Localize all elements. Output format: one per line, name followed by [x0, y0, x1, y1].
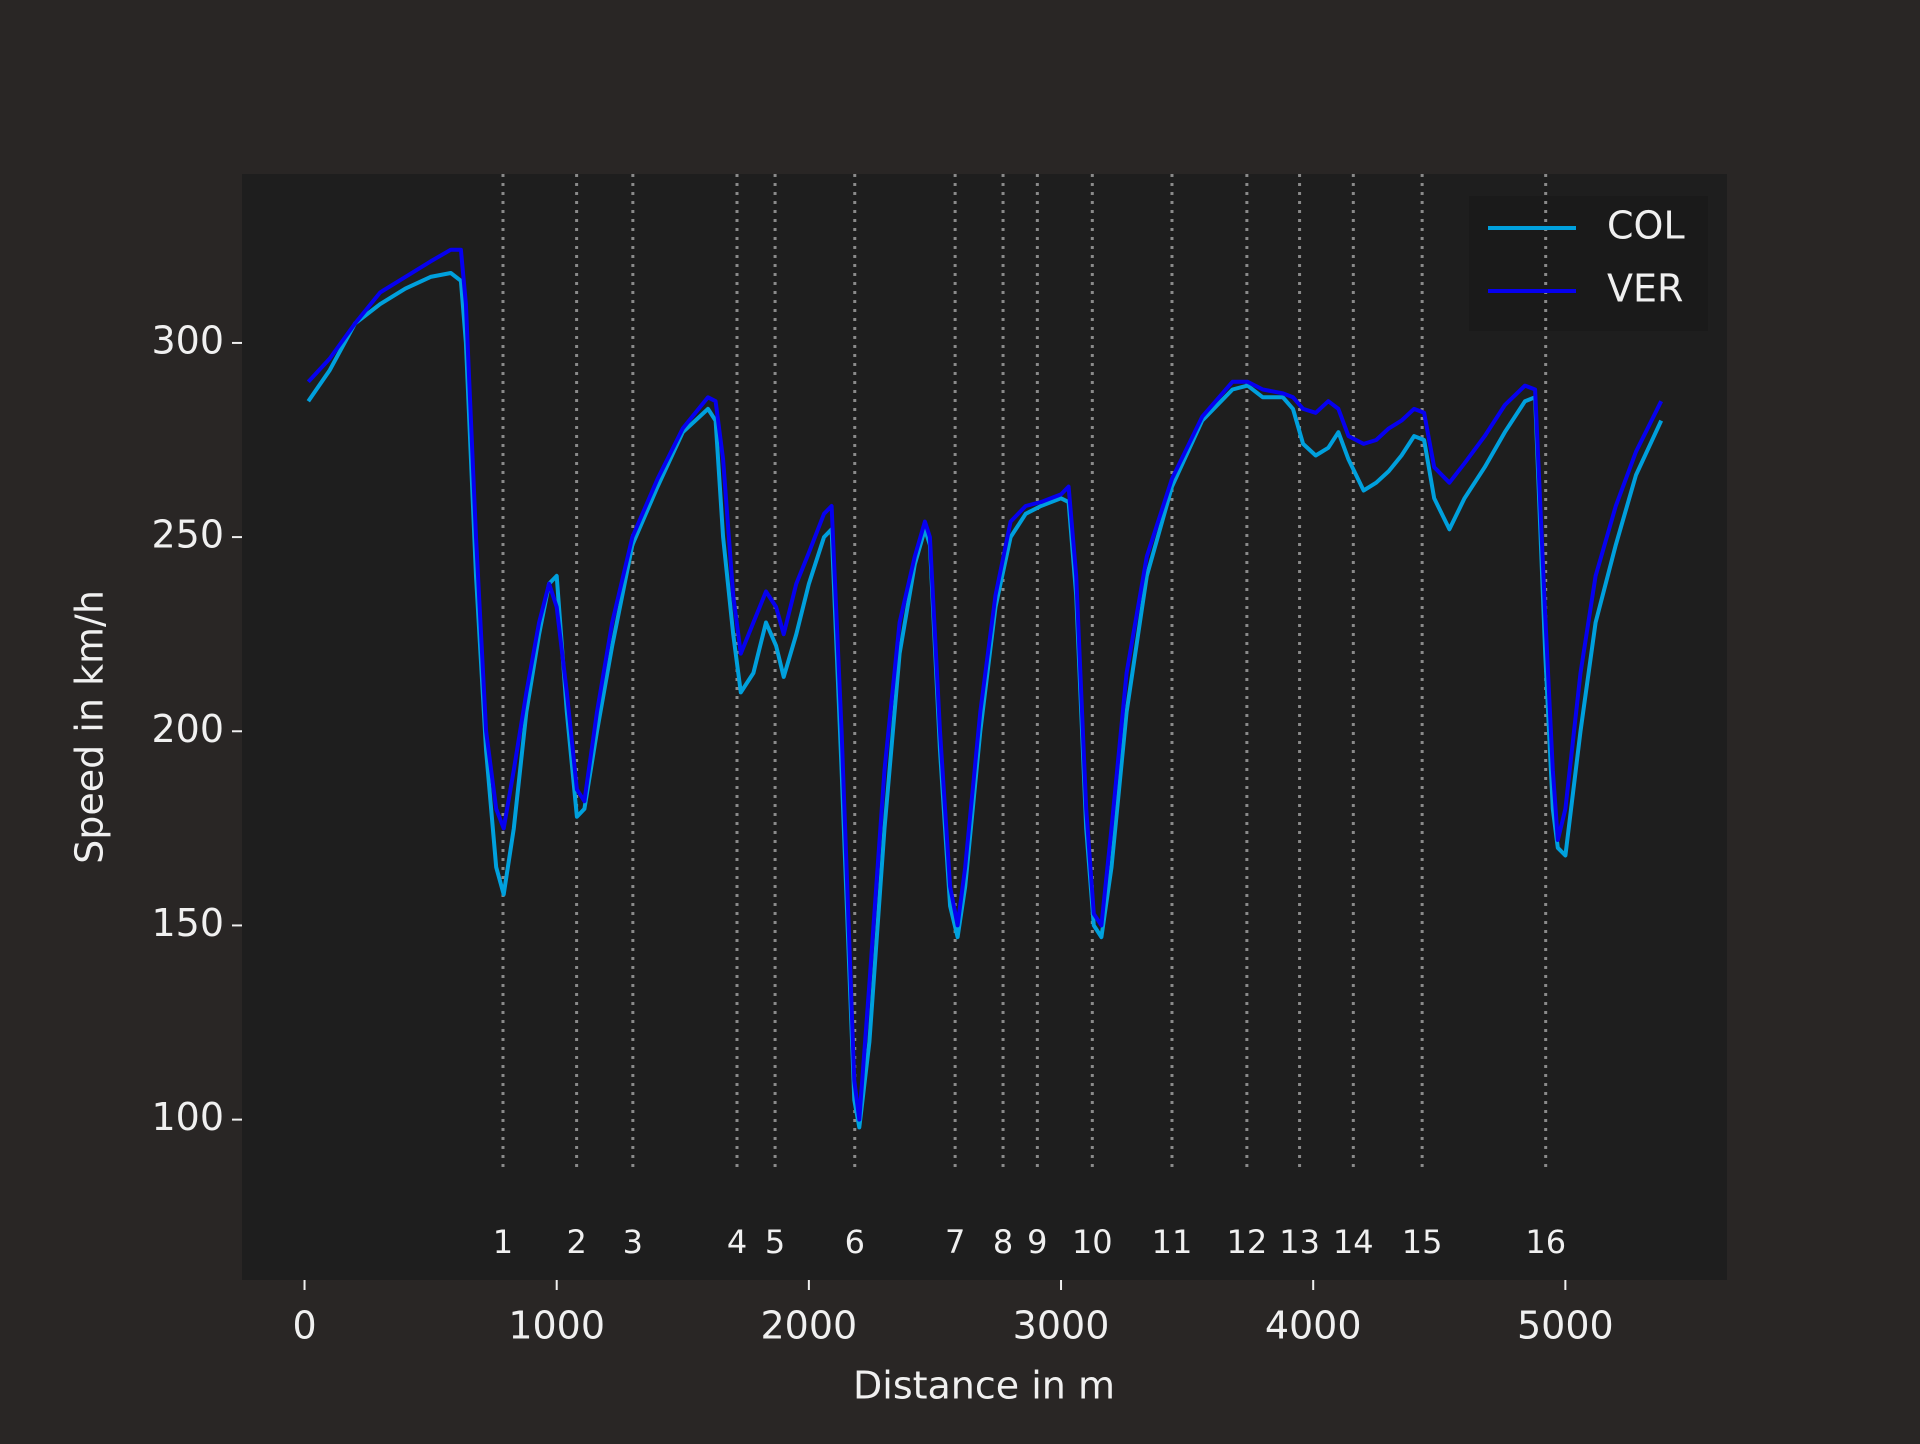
x-tick-label: 0	[292, 1304, 316, 1348]
y-tick-label: 300	[151, 318, 224, 362]
corner-label: 8	[993, 1223, 1013, 1261]
series-line	[306, 271, 1664, 1130]
series-line	[306, 247, 1663, 1122]
corner-label: 1	[493, 1223, 513, 1261]
corner-label: 16	[1525, 1223, 1566, 1261]
legend	[1469, 196, 1708, 331]
corner-label: 6	[845, 1223, 865, 1261]
x-tick-label: 4000	[1265, 1304, 1362, 1348]
corner-label: 11	[1152, 1223, 1193, 1261]
y-tick-label: 150	[151, 901, 224, 945]
corner-label: 15	[1402, 1223, 1443, 1261]
y-tick-label: 200	[151, 707, 224, 751]
corner-label: 14	[1333, 1223, 1374, 1261]
corner-label: 12	[1227, 1223, 1268, 1261]
x-tick-label: 3000	[1013, 1304, 1110, 1348]
corner-label: 7	[945, 1223, 965, 1261]
legend-label: VER	[1607, 267, 1683, 311]
corner-label: 4	[727, 1223, 747, 1261]
corner-label: 2	[566, 1223, 586, 1261]
corner-label: 5	[765, 1223, 785, 1261]
x-tick-label: 2000	[761, 1304, 858, 1348]
corner-label: 3	[623, 1223, 643, 1261]
corner-label: 9	[1027, 1223, 1047, 1261]
y-axis-label: Speed in km/h	[68, 590, 112, 864]
legend-label: COL	[1607, 204, 1685, 248]
y-tick-label: 100	[151, 1095, 224, 1139]
corner-label: 13	[1279, 1223, 1320, 1261]
x-axis-label: Distance in m	[853, 1364, 1115, 1408]
corner-label: 10	[1072, 1223, 1113, 1261]
plot-area	[242, 174, 1727, 1280]
y-tick-label: 250	[151, 513, 224, 557]
x-tick-label: 5000	[1517, 1304, 1614, 1348]
x-tick-label: 1000	[508, 1304, 605, 1348]
